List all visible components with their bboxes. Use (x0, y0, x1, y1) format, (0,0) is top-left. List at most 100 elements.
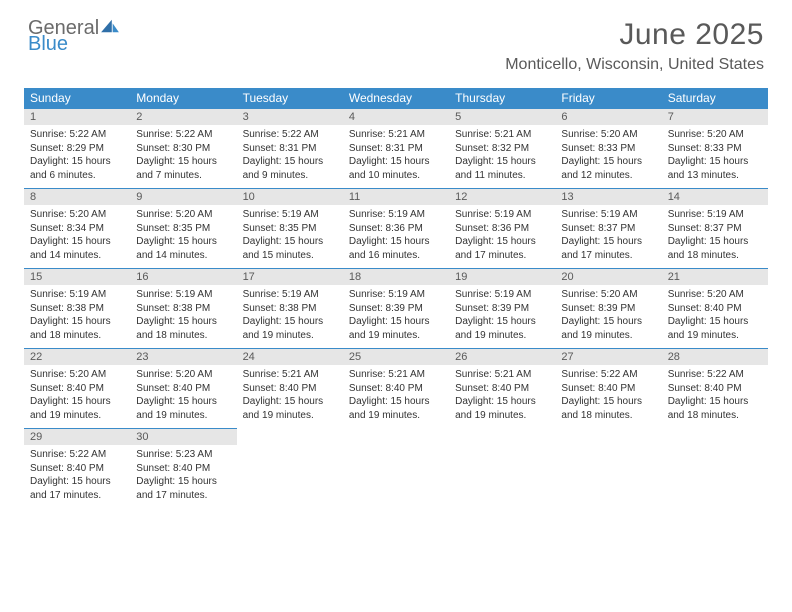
calendar-day-cell: 10Sunrise: 5:19 AMSunset: 8:35 PMDayligh… (237, 188, 343, 268)
daylight-text: Daylight: 15 hours and 17 minutes. (561, 235, 655, 262)
calendar-day-cell: 30Sunrise: 5:23 AMSunset: 8:40 PMDayligh… (130, 428, 236, 508)
calendar-week-row: 15Sunrise: 5:19 AMSunset: 8:38 PMDayligh… (24, 268, 768, 348)
day-details: Sunrise: 5:21 AMSunset: 8:40 PMDaylight:… (449, 365, 555, 428)
sunrise-text: Sunrise: 5:19 AM (243, 288, 337, 302)
sunset-text: Sunset: 8:38 PM (136, 302, 230, 316)
sunset-text: Sunset: 8:30 PM (136, 142, 230, 156)
day-number: 1 (24, 108, 130, 125)
location-label: Monticello, Wisconsin, United States (505, 56, 764, 74)
calendar-day-cell: 5Sunrise: 5:21 AMSunset: 8:32 PMDaylight… (449, 108, 555, 188)
daylight-text: Daylight: 15 hours and 19 minutes. (561, 315, 655, 342)
calendar-day-cell: 6Sunrise: 5:20 AMSunset: 8:33 PMDaylight… (555, 108, 661, 188)
sunset-text: Sunset: 8:40 PM (668, 302, 762, 316)
sunset-text: Sunset: 8:35 PM (243, 222, 337, 236)
day-number: 22 (24, 348, 130, 365)
day-number: 7 (662, 108, 768, 125)
calendar-day-cell: 12Sunrise: 5:19 AMSunset: 8:36 PMDayligh… (449, 188, 555, 268)
sunset-text: Sunset: 8:29 PM (30, 142, 124, 156)
sunrise-text: Sunrise: 5:19 AM (136, 288, 230, 302)
daylight-text: Daylight: 15 hours and 9 minutes. (243, 155, 337, 182)
calendar-table: SundayMondayTuesdayWednesdayThursdayFrid… (24, 88, 768, 508)
daylight-text: Daylight: 15 hours and 14 minutes. (30, 235, 124, 262)
day-number: 19 (449, 268, 555, 285)
daylight-text: Daylight: 15 hours and 19 minutes. (243, 395, 337, 422)
day-details: Sunrise: 5:22 AMSunset: 8:30 PMDaylight:… (130, 125, 236, 188)
sunset-text: Sunset: 8:40 PM (30, 462, 124, 476)
day-details: Sunrise: 5:20 AMSunset: 8:39 PMDaylight:… (555, 285, 661, 348)
weekday-header: Thursday (449, 88, 555, 108)
daylight-text: Daylight: 15 hours and 19 minutes. (136, 395, 230, 422)
calendar-day-cell: 22Sunrise: 5:20 AMSunset: 8:40 PMDayligh… (24, 348, 130, 428)
day-details: Sunrise: 5:22 AMSunset: 8:31 PMDaylight:… (237, 125, 343, 188)
brand-sail-icon (99, 18, 121, 34)
daylight-text: Daylight: 15 hours and 6 minutes. (30, 155, 124, 182)
sunrise-text: Sunrise: 5:21 AM (455, 128, 549, 142)
day-details: Sunrise: 5:22 AMSunset: 8:29 PMDaylight:… (24, 125, 130, 188)
day-number: 28 (662, 348, 768, 365)
sunrise-text: Sunrise: 5:19 AM (243, 208, 337, 222)
day-number: 5 (449, 108, 555, 125)
day-number: 27 (555, 348, 661, 365)
daylight-text: Daylight: 15 hours and 19 minutes. (243, 315, 337, 342)
sunset-text: Sunset: 8:38 PM (243, 302, 337, 316)
sunset-text: Sunset: 8:39 PM (561, 302, 655, 316)
sunset-text: Sunset: 8:37 PM (668, 222, 762, 236)
sunset-text: Sunset: 8:39 PM (349, 302, 443, 316)
sunset-text: Sunset: 8:31 PM (349, 142, 443, 156)
calendar-day-cell: 1Sunrise: 5:22 AMSunset: 8:29 PMDaylight… (24, 108, 130, 188)
daylight-text: Daylight: 15 hours and 13 minutes. (668, 155, 762, 182)
sunset-text: Sunset: 8:33 PM (668, 142, 762, 156)
sunrise-text: Sunrise: 5:20 AM (136, 208, 230, 222)
day-number: 12 (449, 188, 555, 205)
day-details: Sunrise: 5:19 AMSunset: 8:36 PMDaylight:… (449, 205, 555, 268)
sunset-text: Sunset: 8:34 PM (30, 222, 124, 236)
day-details: Sunrise: 5:21 AMSunset: 8:40 PMDaylight:… (343, 365, 449, 428)
sunrise-text: Sunrise: 5:20 AM (561, 128, 655, 142)
sunrise-text: Sunrise: 5:20 AM (668, 128, 762, 142)
day-details: Sunrise: 5:22 AMSunset: 8:40 PMDaylight:… (555, 365, 661, 428)
sunrise-text: Sunrise: 5:22 AM (243, 128, 337, 142)
sunset-text: Sunset: 8:40 PM (136, 382, 230, 396)
calendar-day-cell: 8Sunrise: 5:20 AMSunset: 8:34 PMDaylight… (24, 188, 130, 268)
sunrise-text: Sunrise: 5:21 AM (243, 368, 337, 382)
sunrise-text: Sunrise: 5:21 AM (455, 368, 549, 382)
day-details: Sunrise: 5:19 AMSunset: 8:39 PMDaylight:… (449, 285, 555, 348)
daylight-text: Daylight: 15 hours and 15 minutes. (243, 235, 337, 262)
day-details: Sunrise: 5:20 AMSunset: 8:35 PMDaylight:… (130, 205, 236, 268)
calendar-day-cell: 15Sunrise: 5:19 AMSunset: 8:38 PMDayligh… (24, 268, 130, 348)
weekday-header-row: SundayMondayTuesdayWednesdayThursdayFrid… (24, 88, 768, 108)
daylight-text: Daylight: 15 hours and 10 minutes. (349, 155, 443, 182)
weekday-header: Wednesday (343, 88, 449, 108)
calendar-day-cell (237, 428, 343, 508)
sunset-text: Sunset: 8:31 PM (243, 142, 337, 156)
day-details: Sunrise: 5:23 AMSunset: 8:40 PMDaylight:… (130, 445, 236, 508)
day-details: Sunrise: 5:19 AMSunset: 8:37 PMDaylight:… (555, 205, 661, 268)
calendar-day-cell: 17Sunrise: 5:19 AMSunset: 8:38 PMDayligh… (237, 268, 343, 348)
sunrise-text: Sunrise: 5:19 AM (455, 208, 549, 222)
daylight-text: Daylight: 15 hours and 14 minutes. (136, 235, 230, 262)
title-block: June 2025 Monticello, Wisconsin, United … (505, 18, 764, 74)
day-details: Sunrise: 5:22 AMSunset: 8:40 PMDaylight:… (662, 365, 768, 428)
sunrise-text: Sunrise: 5:20 AM (30, 368, 124, 382)
sunrise-text: Sunrise: 5:19 AM (455, 288, 549, 302)
weekday-header: Monday (130, 88, 236, 108)
day-details: Sunrise: 5:21 AMSunset: 8:31 PMDaylight:… (343, 125, 449, 188)
day-number: 8 (24, 188, 130, 205)
calendar-day-cell: 14Sunrise: 5:19 AMSunset: 8:37 PMDayligh… (662, 188, 768, 268)
day-details: Sunrise: 5:19 AMSunset: 8:38 PMDaylight:… (130, 285, 236, 348)
sunrise-text: Sunrise: 5:22 AM (30, 128, 124, 142)
day-number: 23 (130, 348, 236, 365)
weekday-header: Friday (555, 88, 661, 108)
day-details: Sunrise: 5:19 AMSunset: 8:39 PMDaylight:… (343, 285, 449, 348)
day-details: Sunrise: 5:19 AMSunset: 8:37 PMDaylight:… (662, 205, 768, 268)
sunset-text: Sunset: 8:40 PM (455, 382, 549, 396)
day-number: 20 (555, 268, 661, 285)
calendar-day-cell: 23Sunrise: 5:20 AMSunset: 8:40 PMDayligh… (130, 348, 236, 428)
calendar-week-row: 29Sunrise: 5:22 AMSunset: 8:40 PMDayligh… (24, 428, 768, 508)
calendar-week-row: 1Sunrise: 5:22 AMSunset: 8:29 PMDaylight… (24, 108, 768, 188)
sunset-text: Sunset: 8:33 PM (561, 142, 655, 156)
day-number: 16 (130, 268, 236, 285)
calendar-day-cell (449, 428, 555, 508)
calendar-day-cell: 28Sunrise: 5:22 AMSunset: 8:40 PMDayligh… (662, 348, 768, 428)
daylight-text: Daylight: 15 hours and 19 minutes. (455, 395, 549, 422)
